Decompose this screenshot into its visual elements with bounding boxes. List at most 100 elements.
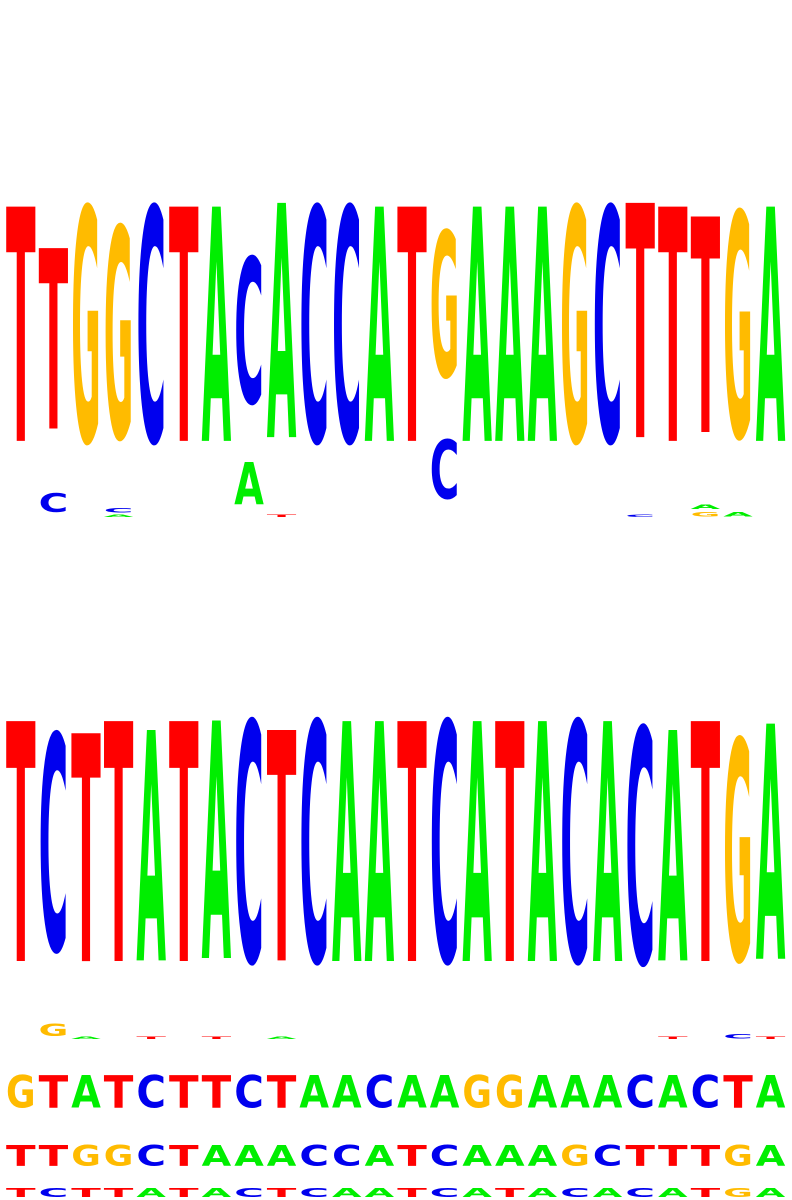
logo-letter-t: T	[625, 140, 655, 514]
logo-letter-t: T	[71, 671, 101, 1035]
sequence-letter-g: G	[495, 1066, 525, 1119]
logo-letter-a: A	[756, 661, 786, 1036]
logo-column-4: T	[104, 657, 134, 1040]
sequence-letter-g: G	[6, 1066, 36, 1119]
logo-letter-t: T	[104, 657, 134, 1040]
logo-column-22: T	[691, 657, 721, 1040]
logo-column-17: A	[528, 658, 558, 1040]
sequence-letter-a: A	[365, 1140, 395, 1173]
logo-column-6: T	[169, 657, 199, 1040]
sequence-letter-t: T	[397, 1186, 427, 1200]
sequence-letter-t: T	[39, 1140, 69, 1173]
logo-letter-a: A	[495, 143, 525, 517]
logo-letter-g: G	[723, 150, 753, 510]
logo-letter-c: C	[625, 514, 655, 518]
logo-letter-a: A	[202, 143, 232, 517]
logo-letter-t: T	[267, 514, 297, 518]
sequence-letter-g: G	[723, 1186, 753, 1200]
sequence-letter-a: A	[202, 1140, 232, 1173]
logo-letter-a: A	[202, 656, 232, 1035]
sequence-letter-c: C	[39, 1186, 69, 1200]
logo-letter-t: T	[397, 657, 427, 1040]
sequence-letter-t: T	[658, 1140, 688, 1173]
logo-letter-a: A	[462, 658, 492, 1040]
logo-column-5: TA	[136, 668, 166, 1040]
sequence-row: TTGGCTAAACCATCAAAGCTTTGATTGGCTAAACCATCAA…	[6, 1140, 785, 1174]
sequence-letter-a: A	[234, 1140, 264, 1173]
logo-column-20: C	[625, 665, 655, 1040]
logo-column-13: T	[397, 657, 427, 1040]
sequence-letter-a: A	[136, 1186, 166, 1200]
sequence-letter-c: C	[299, 1186, 329, 1200]
sequence-letter-c: C	[560, 1186, 590, 1200]
logo-letter-g: G	[723, 679, 753, 1031]
logo-letter-a: A	[756, 143, 786, 517]
sequence-letter-c: C	[625, 1186, 655, 1200]
logo-letter-t: T	[658, 1036, 688, 1040]
logo-letter-c: C	[39, 675, 69, 1020]
sequence-letter-t: T	[267, 1067, 297, 1119]
logo-letter-t: T	[691, 158, 721, 502]
logo-column-7: A	[202, 143, 232, 517]
logo-column-8: AC	[234, 218, 264, 518]
sequence-letter-t: T	[169, 1067, 199, 1119]
logo-letter-g: G	[104, 169, 134, 506]
sequence-letter-c: C	[234, 1186, 264, 1200]
logo-column-12: A	[365, 143, 395, 517]
sequence-letter-c: C	[136, 1141, 166, 1173]
sequence-letter-t: T	[625, 1140, 655, 1173]
sequence-letter-a: A	[658, 1067, 688, 1118]
logo-letter-a: A	[267, 139, 297, 513]
logo-column-16: T	[495, 657, 525, 1040]
sequence-letter-g: G	[462, 1066, 492, 1119]
logo-column-14: C	[430, 656, 460, 1039]
logo-letter-t: T	[169, 657, 199, 1040]
sequence-letter-c: C	[299, 1141, 329, 1173]
sequence-letter-a: A	[430, 1067, 460, 1118]
sequence-letter-c: C	[593, 1141, 623, 1173]
sequence-letter-g: G	[71, 1140, 101, 1173]
logo-column-22: GAT	[691, 158, 722, 518]
logo-column-4: ACG	[104, 169, 134, 518]
sequence-letter-a: A	[462, 1140, 492, 1173]
logo-column-3: AT	[71, 671, 101, 1040]
logo-letter-g: G	[560, 143, 590, 517]
logo-column-1: T	[6, 144, 36, 518]
logo-letter-c: C	[625, 665, 655, 1040]
logo-column-12: A	[365, 658, 395, 1040]
logo-letter-c: C	[299, 656, 329, 1039]
logo-letter-t: T	[202, 1036, 232, 1040]
logo-column-7: TA	[202, 656, 232, 1040]
logo-column-10: C	[299, 656, 329, 1039]
logo-letter-g: G	[71, 143, 101, 517]
logo-letter-a: A	[267, 1036, 297, 1040]
logo-letter-a: A	[332, 658, 362, 1040]
logo-column-11: C	[332, 143, 362, 518]
sequence-letter-t: T	[202, 1067, 232, 1119]
sequence-letter-c: C	[332, 1141, 362, 1173]
aligned-sequences: GTATCTTCTAACAAGGAAACACTAGTATCTTCTAACAAGG…	[6, 1066, 785, 1200]
logo-letter-g: G	[39, 1021, 69, 1040]
logo-letter-a: A	[136, 668, 166, 1036]
logo-letter-t: T	[495, 657, 525, 1040]
sequence-letter-a: A	[593, 1067, 623, 1118]
logo-column-11: A	[332, 658, 362, 1040]
logo-letter-c: C	[723, 1032, 753, 1040]
logo-letter-a: A	[71, 1036, 101, 1040]
logo-letter-c: C	[104, 507, 134, 515]
logo-column-18: G	[560, 143, 590, 517]
sequence-letter-a: A	[299, 1067, 329, 1118]
logo-letter-t: T	[691, 657, 721, 1040]
sequence-letter-g: G	[104, 1140, 134, 1173]
sequence-row: TCTTATACTCAATCATACACATGATCTTATACTCAATCAT…	[6, 1186, 785, 1200]
logo-column-13: T	[397, 144, 427, 518]
logo-column-19: A	[593, 658, 623, 1040]
sequence-letter-t: T	[397, 1140, 427, 1173]
logo-letter-a: A	[462, 143, 492, 517]
sequence-letter-t: T	[169, 1140, 199, 1173]
logo-column-9: AT	[267, 669, 297, 1040]
sequence-letter-c: C	[365, 1068, 395, 1119]
